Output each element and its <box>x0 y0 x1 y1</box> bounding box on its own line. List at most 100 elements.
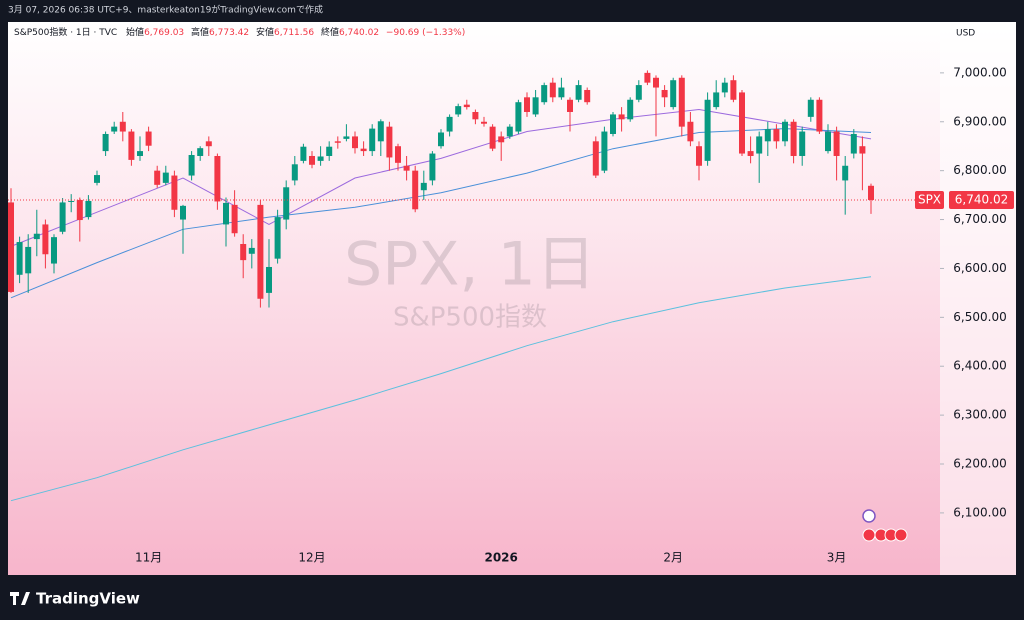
x-tick-label: 12月 <box>298 551 325 565</box>
candle-body <box>154 170 161 185</box>
x-tick-label: 2月 <box>663 551 683 565</box>
candle-body <box>489 126 496 149</box>
candle-body <box>231 204 238 234</box>
candle-body <box>145 131 152 146</box>
y-tick-label: 6,700.00 <box>953 212 1006 226</box>
candle-body <box>524 97 530 112</box>
candle-body <box>764 129 771 142</box>
candle-body <box>248 247 255 254</box>
candle-body <box>412 170 419 210</box>
candle-body <box>868 185 874 200</box>
candle-body <box>687 121 694 142</box>
flag-icon[interactable] <box>862 528 876 542</box>
legend-label: 終値 <box>321 26 339 38</box>
candle-body <box>644 72 651 83</box>
candle-body <box>420 182 427 191</box>
candle-body <box>549 82 556 98</box>
y-tick-label: 7,000.00 <box>953 65 1006 79</box>
event-icon[interactable] <box>862 509 876 523</box>
symbol-tag-label: SPX <box>918 192 941 206</box>
candle-body <box>68 200 75 202</box>
candle-body <box>119 121 126 132</box>
candle-body <box>773 129 780 142</box>
moving-average <box>10 128 872 299</box>
candle-body <box>326 146 333 156</box>
candle-body <box>180 205 186 220</box>
candle-body <box>618 114 625 120</box>
candle-body <box>472 111 479 120</box>
candle-body <box>481 121 487 124</box>
candle-body <box>498 136 505 143</box>
legend-value: 6,769.03 <box>144 28 184 38</box>
candle-body <box>721 82 728 93</box>
candle-body <box>343 136 350 139</box>
candle-body <box>610 114 616 134</box>
candle-body <box>670 80 677 108</box>
candle-body <box>558 87 565 98</box>
candle-body <box>377 121 384 142</box>
caption: 3月 07, 2026 06:38 UTC+9、masterkeaton19がT… <box>8 4 323 16</box>
candle-body <box>403 165 410 171</box>
candle-body <box>360 148 367 152</box>
candle-body <box>395 146 401 163</box>
candle-body <box>713 92 720 108</box>
legend-label: 始値 <box>126 26 144 38</box>
candle-body <box>223 202 229 225</box>
candle-body <box>541 85 548 103</box>
x-tick-label: 2026 <box>484 551 517 565</box>
watermark-title: SPX, 1日 <box>344 230 596 300</box>
candle-body <box>51 237 57 264</box>
candle-body <box>635 85 642 100</box>
candle-body <box>661 89 668 98</box>
candle-body <box>128 131 135 160</box>
x-tick-label: 3月 <box>827 551 847 565</box>
candle-body <box>696 146 702 166</box>
candle-body <box>309 155 315 165</box>
candle-body <box>274 217 281 259</box>
candle-body <box>678 77 685 127</box>
candle-body <box>25 246 32 274</box>
y-tick-label: 6,600.00 <box>953 261 1006 275</box>
candle-body <box>352 136 358 149</box>
candle-body <box>592 141 599 176</box>
logo-icon <box>10 592 30 605</box>
moving-average <box>10 108 872 247</box>
candle-body <box>94 175 100 183</box>
brand: TradingView <box>36 590 140 608</box>
y-tick-label: 6,100.00 <box>953 505 1006 519</box>
candle-body <box>532 97 539 115</box>
candle-body <box>782 121 788 142</box>
y-tick-label: 6,900.00 <box>953 114 1006 128</box>
legend-label: 高値 <box>191 26 209 38</box>
candle-body <box>102 133 109 152</box>
candle-body <box>266 266 272 293</box>
candle-body <box>463 104 470 108</box>
moving-average <box>10 276 872 502</box>
logo: TradingView <box>10 590 140 608</box>
y-tick-label: 6,300.00 <box>953 408 1006 422</box>
symbol-tag <box>915 190 944 209</box>
chart-panel <box>8 22 1016 575</box>
price-tag <box>949 190 1014 209</box>
candle-body <box>842 165 849 181</box>
candle-body <box>33 233 40 240</box>
legend-label: 安値 <box>256 26 274 38</box>
candle-body <box>111 126 118 132</box>
candle-body <box>833 131 840 156</box>
price-tag-label: 6,740.02 <box>955 192 1008 206</box>
candle-body <box>455 106 462 115</box>
candle-body <box>317 156 324 161</box>
candle-body <box>747 151 754 156</box>
candle-body <box>584 89 591 103</box>
y-tick-label: 6,800.00 <box>953 163 1006 177</box>
x-tick-label: 11月 <box>135 551 162 565</box>
legend: S&P500指数 · 1日 · TVC 始値6,769.03 高値6,773.4… <box>14 26 465 38</box>
flag-icon[interactable] <box>894 528 908 542</box>
candle-body <box>205 141 212 147</box>
candle-body <box>16 242 23 275</box>
legend-symbol: S&P500指数 · 1日 · TVC <box>14 26 117 38</box>
candle-body <box>756 136 763 154</box>
candle-body <box>816 99 823 132</box>
candle-body <box>162 172 169 183</box>
